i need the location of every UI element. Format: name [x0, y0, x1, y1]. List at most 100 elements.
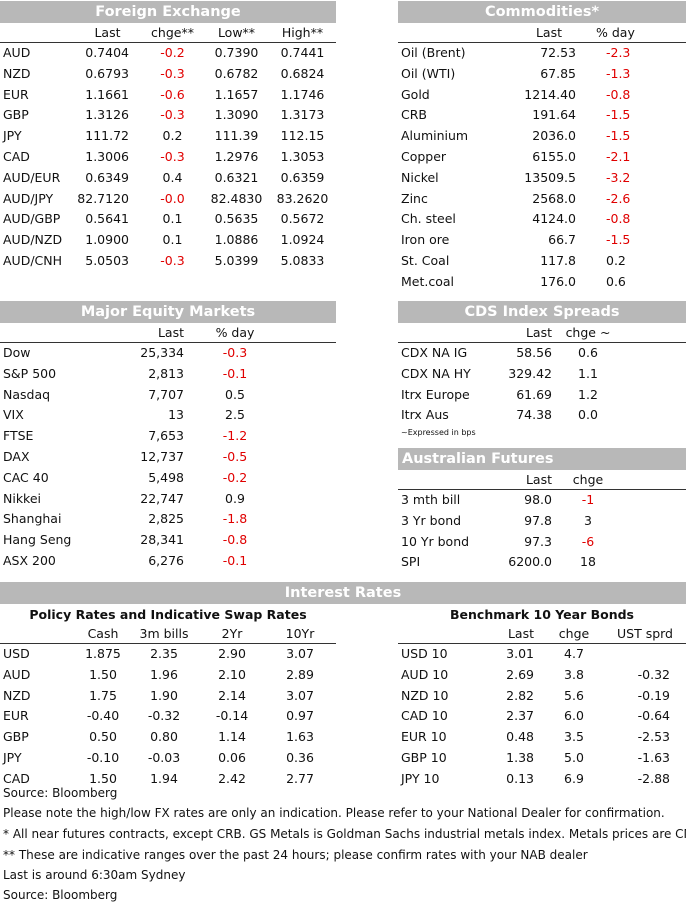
policy-row: EUR -0.40 -0.32 -0.14 0.97 — [0, 706, 336, 727]
fx-name: AUD/JPY — [3, 190, 54, 206]
bond-name: JPY 10 — [401, 770, 440, 786]
policy-10yr: 3.07 — [286, 646, 314, 661]
cds-row: CDX NA IG 58.56 0.6 — [398, 343, 686, 364]
policy-row: USD 1.875 2.35 2.90 3.07 — [0, 644, 336, 665]
equity-panel: Major Equity Markets Last % day Dow 25,33… — [0, 301, 336, 572]
policy-cash: 0.50 — [89, 729, 117, 745]
bond-last: 2.82 — [506, 687, 534, 703]
equity-last: 7,707 — [148, 386, 184, 402]
bond-sprd: -2.53 — [637, 729, 670, 745]
policy-bills: 1.90 — [150, 687, 178, 703]
fx-name: EUR — [3, 86, 29, 102]
cds-name: Itrx Europe — [401, 386, 470, 402]
policy-2yr: 0.06 — [218, 749, 246, 765]
fx-high: 1.3173 — [280, 107, 325, 123]
equity-pct: -1.8 — [222, 511, 248, 527]
rates-title: Interest Rates — [0, 582, 686, 604]
bond-name: NZD 10 — [401, 687, 449, 703]
bond-last: 2.37 — [506, 708, 534, 724]
fx-row: CAD 1.3006 -0.3 1.2976 1.3053 — [0, 147, 336, 168]
commodity-row: Aluminium 2036.0 -1.5 — [398, 126, 686, 147]
fx-rows: AUD 0.7404 -0.2 0.7390 0.7441 NZD 0.6793 -0.3 0.… — [0, 43, 336, 272]
commodity-name: Oil (Brent) — [401, 45, 466, 60]
commodities-table: Last % day Oil (Brent) 72.53 -2.3 Oil (WTI)… — [398, 23, 686, 293]
equity-pct: 0.5 — [225, 386, 245, 402]
equity-spacer — [270, 468, 336, 489]
policy-10yr: 0.97 — [286, 708, 314, 724]
commodity-row: Copper 6155.0 -2.1 — [398, 147, 686, 168]
equity-spacer — [270, 447, 336, 468]
policy-2yr: 2.10 — [218, 666, 246, 682]
commodities-col-pct: % day — [582, 23, 686, 43]
policy-row: NZD 1.75 1.90 2.14 3.07 — [0, 686, 336, 707]
futures-name: 3 mth bill — [401, 492, 461, 507]
equity-name: Nikkei — [3, 490, 42, 506]
fx-name: CAD — [3, 148, 30, 164]
equity-last: 25,334 — [140, 345, 184, 360]
futures-chge: 3 — [584, 512, 592, 528]
equity-spacer — [270, 530, 336, 551]
equity-pct: -1.2 — [222, 428, 248, 444]
cds-rows: CDX NA IG 58.56 0.6 CDX NA HY 329.42 1.1 Itrx … — [398, 343, 686, 427]
fx-high: 1.0924 — [280, 232, 325, 248]
policy-2yr: 2.90 — [218, 646, 246, 661]
equity-spacer — [270, 509, 336, 530]
equity-spacer — [270, 551, 336, 572]
equity-row: VIX 13 2.5 — [0, 405, 336, 426]
commodity-name: Zinc — [401, 190, 428, 206]
fx-last: 1.0900 — [85, 232, 129, 248]
policy-name: USD — [3, 646, 30, 661]
commodities-column-headers: Last % day — [398, 23, 686, 43]
fx-chge: -0.0 — [160, 190, 185, 206]
equity-row: ASX 200 6,276 -0.1 — [0, 551, 336, 572]
fx-last: 0.5641 — [85, 211, 129, 227]
policy-name: GBP — [3, 729, 29, 745]
bond-last: 2.69 — [506, 666, 534, 682]
equity-rows: Dow 25,334 -0.3 S&P 500 2,813 -0.1 Nasdaq 7,707… — [0, 343, 336, 572]
equity-name: CAC 40 — [3, 469, 49, 485]
bond-sprd: -0.19 — [637, 687, 670, 703]
cds-col-chge: chge ~ — [558, 323, 618, 343]
bond-name: CAD 10 — [401, 708, 448, 724]
fx-low: 82.4830 — [210, 190, 263, 206]
futures-row: SPI 6200.0 18 — [398, 552, 686, 573]
equity-name: Shanghai — [3, 511, 62, 527]
fx-col-last: Last — [74, 23, 141, 43]
cds-name: CDX NA IG — [401, 345, 468, 360]
policy-cash: 1.75 — [89, 687, 117, 703]
equity-pct: -0.1 — [222, 365, 248, 381]
note-ranges: ** These are indicative ranges over the … — [3, 848, 588, 862]
equity-row: Nikkei 22,747 0.9 — [0, 489, 336, 510]
policy-cash: -0.10 — [86, 749, 120, 765]
fx-chge: 0.2 — [162, 128, 183, 144]
equity-pct: 0.9 — [225, 490, 245, 506]
commodity-last: 117.8 — [540, 252, 576, 268]
equity-last: 12,737 — [140, 448, 184, 464]
commodity-pct: 0.2 — [606, 252, 626, 268]
commodity-row: Met.coal 176.0 0.6 — [398, 272, 686, 293]
equity-spacer — [270, 385, 336, 406]
fx-row: AUD/GBP 0.5641 0.1 0.5635 0.5672 — [0, 209, 336, 230]
policy-name: AUD — [3, 666, 31, 682]
commodities-panel: Commodities* Last % day Oil (Brent) 72.53… — [398, 1, 686, 293]
commodity-name: St. Coal — [401, 252, 450, 268]
equity-last: 5,498 — [148, 469, 184, 485]
equity-spacer — [270, 405, 336, 426]
equity-name: Nasdaq — [3, 386, 51, 402]
futures-row: 10 Yr bond 97.3 -6 — [398, 532, 686, 553]
bond-last: 3.01 — [506, 646, 534, 661]
commodity-name: Iron ore — [401, 232, 450, 248]
equity-title: Major Equity Markets — [0, 301, 336, 323]
bond-sprd: -2.88 — [637, 770, 670, 786]
bond-sprd — [604, 644, 686, 665]
futures-name: SPI — [401, 554, 421, 570]
equity-col-last: Last — [110, 323, 200, 343]
futures-last: 6200.0 — [508, 554, 552, 570]
fx-row: AUD/CNH 5.0503 -0.3 5.0399 5.0833 — [0, 251, 336, 272]
commodity-pct: -1.5 — [606, 107, 631, 123]
bond-row: USD 10 3.01 4.7 — [398, 644, 686, 665]
equity-table: Last % day Dow 25,334 -0.3 S&P 500 2,813 -0.1… — [0, 323, 336, 572]
fx-last: 5.0503 — [85, 252, 129, 268]
futures-title: Australian Futures — [398, 448, 686, 470]
policy-10yr: 3.07 — [286, 687, 314, 703]
